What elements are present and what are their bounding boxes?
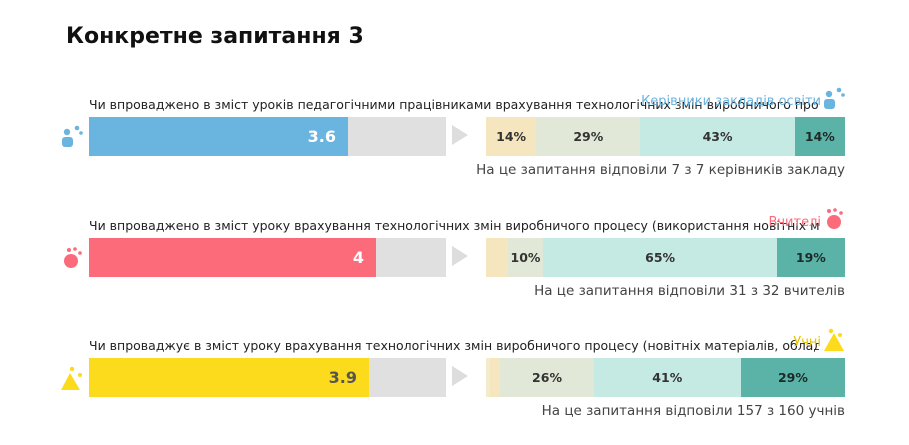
distribution-segment: 19% <box>776 238 845 277</box>
students-icon <box>61 366 82 390</box>
arrow-right-icon <box>452 366 468 386</box>
teacher-icon <box>827 208 843 229</box>
score-value: 3.6 <box>307 127 336 146</box>
respondents-note: На це запитання відповіли 157 з 160 учні… <box>541 403 845 419</box>
distribution-segment: 65% <box>543 238 777 277</box>
question-text: Чи впроваджено в зміст уроку врахування … <box>89 218 819 233</box>
distribution-segment: 29% <box>536 117 641 156</box>
group-label: Учні <box>793 335 821 350</box>
respondents-note: На це запитання відповіли 7 з 7 керівник… <box>476 162 845 178</box>
distribution-bar: 10% 65% 19% <box>486 238 845 277</box>
people-icon <box>824 87 845 109</box>
question-text: Чи впроваджено в зміст уроків педагогічн… <box>89 97 819 112</box>
distribution-segment: 29% <box>740 358 845 397</box>
score-value: 3.9 <box>328 368 357 387</box>
distribution-bar: 26% 41% 29% <box>486 358 845 397</box>
page-title: Конкретне запитання 3 <box>66 24 364 49</box>
question-block: Чи впроваджує в зміст уроку врахування т… <box>0 328 909 445</box>
distribution-segment: 26% <box>500 358 594 397</box>
students-icon <box>824 328 844 351</box>
question-block: Чи впроваджено в зміст уроку врахування … <box>0 208 909 327</box>
distribution-segment: 43% <box>640 117 795 156</box>
score-fill <box>89 238 376 277</box>
distribution-segment <box>489 358 501 397</box>
distribution-bar: 14% 29% 43% 14% <box>486 117 845 156</box>
score-fill <box>89 117 348 156</box>
score-bar: 3.6 <box>89 117 446 156</box>
teacher-icon <box>64 247 82 268</box>
people-icon <box>62 125 83 147</box>
score-value: 4 <box>352 248 364 267</box>
distribution-segment: 14% <box>794 117 845 156</box>
group-label: Керівники закладів освіти <box>641 94 821 109</box>
distribution-segment <box>486 358 490 397</box>
score-bar: 4 <box>89 238 446 277</box>
group-label: Вчителі <box>768 215 821 230</box>
question-block: Чи впроваджено в зміст уроків педагогічн… <box>0 87 909 206</box>
score-bar: 3.9 <box>89 358 446 397</box>
distribution-segment: 41% <box>593 358 741 397</box>
respondents-note: На це запитання відповіли 31 з 32 вчител… <box>534 283 845 299</box>
distribution-segment <box>486 238 508 277</box>
question-text: Чи впроваджує в зміст уроку врахування т… <box>89 338 819 353</box>
score-fill <box>89 358 369 397</box>
distribution-segment: 10% <box>507 238 544 277</box>
arrow-right-icon <box>452 246 468 266</box>
arrow-right-icon <box>452 125 468 145</box>
distribution-segment: 14% <box>486 117 537 156</box>
